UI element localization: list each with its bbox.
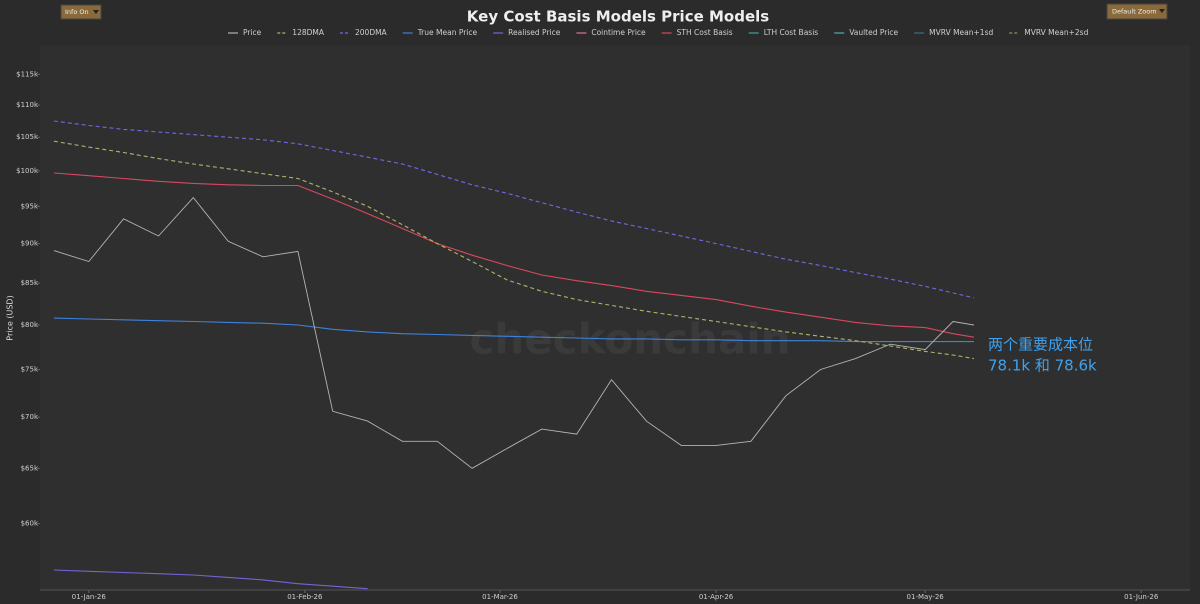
- x-tick-label: 01-Jan-26: [72, 593, 107, 601]
- legend-label: STH Cost Basis: [677, 28, 733, 37]
- series-line: [53, 196, 974, 469]
- legend-label: Price: [243, 28, 262, 37]
- info-toggle[interactable]: Info On: [60, 4, 102, 20]
- legend-label: LTH Cost Basis: [764, 28, 819, 37]
- x-tick-label: 01-Apr-26: [699, 593, 734, 601]
- y-tick-label: $95k: [21, 202, 39, 210]
- zoom-select[interactable]: Default Zoom: [1106, 3, 1168, 20]
- x-tick-label: 01-Jun-26: [1124, 593, 1159, 601]
- annotation: 78.1k 和 78.6k: [988, 357, 1097, 375]
- y-tick-label: $85k: [21, 279, 39, 287]
- legend-label: MVRV Mean+1sd: [929, 28, 993, 37]
- legend-label: MVRV Mean+2sd: [1024, 28, 1088, 37]
- y-tick-label: $100k: [16, 167, 39, 175]
- y-tick-label: $70k: [21, 413, 39, 421]
- legend-label: True Mean Price: [417, 28, 478, 37]
- legend: Price 128DMA 200DMA True Mean Price Realised…: [228, 28, 1089, 37]
- y-tick-label: $60k: [21, 520, 39, 528]
- plot-area: [40, 45, 1190, 590]
- dropdown-arrow[interactable]: [1159, 9, 1165, 13]
- dropdown-box[interactable]: [60, 4, 102, 20]
- series-line: [53, 140, 974, 360]
- y-tick-label: $80k: [21, 321, 39, 329]
- series-group: [53, 120, 975, 590]
- y-tick-label: $105k: [16, 133, 39, 141]
- x-tick-label: 01-May-26: [907, 593, 945, 601]
- y-tick-label: $75k: [21, 366, 39, 374]
- series-line: [53, 120, 975, 299]
- x-tick-label: 01-Mar-26: [482, 593, 518, 601]
- y-tick-label: $115k: [16, 70, 39, 78]
- legend-label: Cointime Price: [591, 28, 646, 37]
- y-tick-label: $65k: [21, 464, 39, 472]
- series-line: [53, 172, 974, 338]
- series-line: [53, 317, 974, 343]
- series-line: [53, 569, 368, 590]
- dropdown-box[interactable]: [1106, 3, 1168, 20]
- annotation: 两个重要成本位: [988, 336, 1093, 354]
- x-tick-label: 01-Feb-26: [287, 593, 323, 601]
- dropdown-label[interactable]: Default Zoom: [1112, 8, 1157, 16]
- legend-label: Realised Price: [508, 28, 561, 37]
- chart-title: Key Cost Basis Models Price Models: [467, 8, 769, 26]
- dropdown-label[interactable]: Info On: [65, 8, 89, 16]
- y-tick-label: $90k: [21, 240, 39, 248]
- legend-label: 128DMA: [292, 28, 325, 37]
- y-axis-label: Price (USD): [6, 295, 15, 340]
- legend-label: Vaulted Price: [849, 28, 898, 37]
- legend-label: 200DMA: [355, 28, 388, 37]
- y-tick-label: $110k: [16, 101, 39, 109]
- dropdown-arrow[interactable]: [93, 10, 99, 14]
